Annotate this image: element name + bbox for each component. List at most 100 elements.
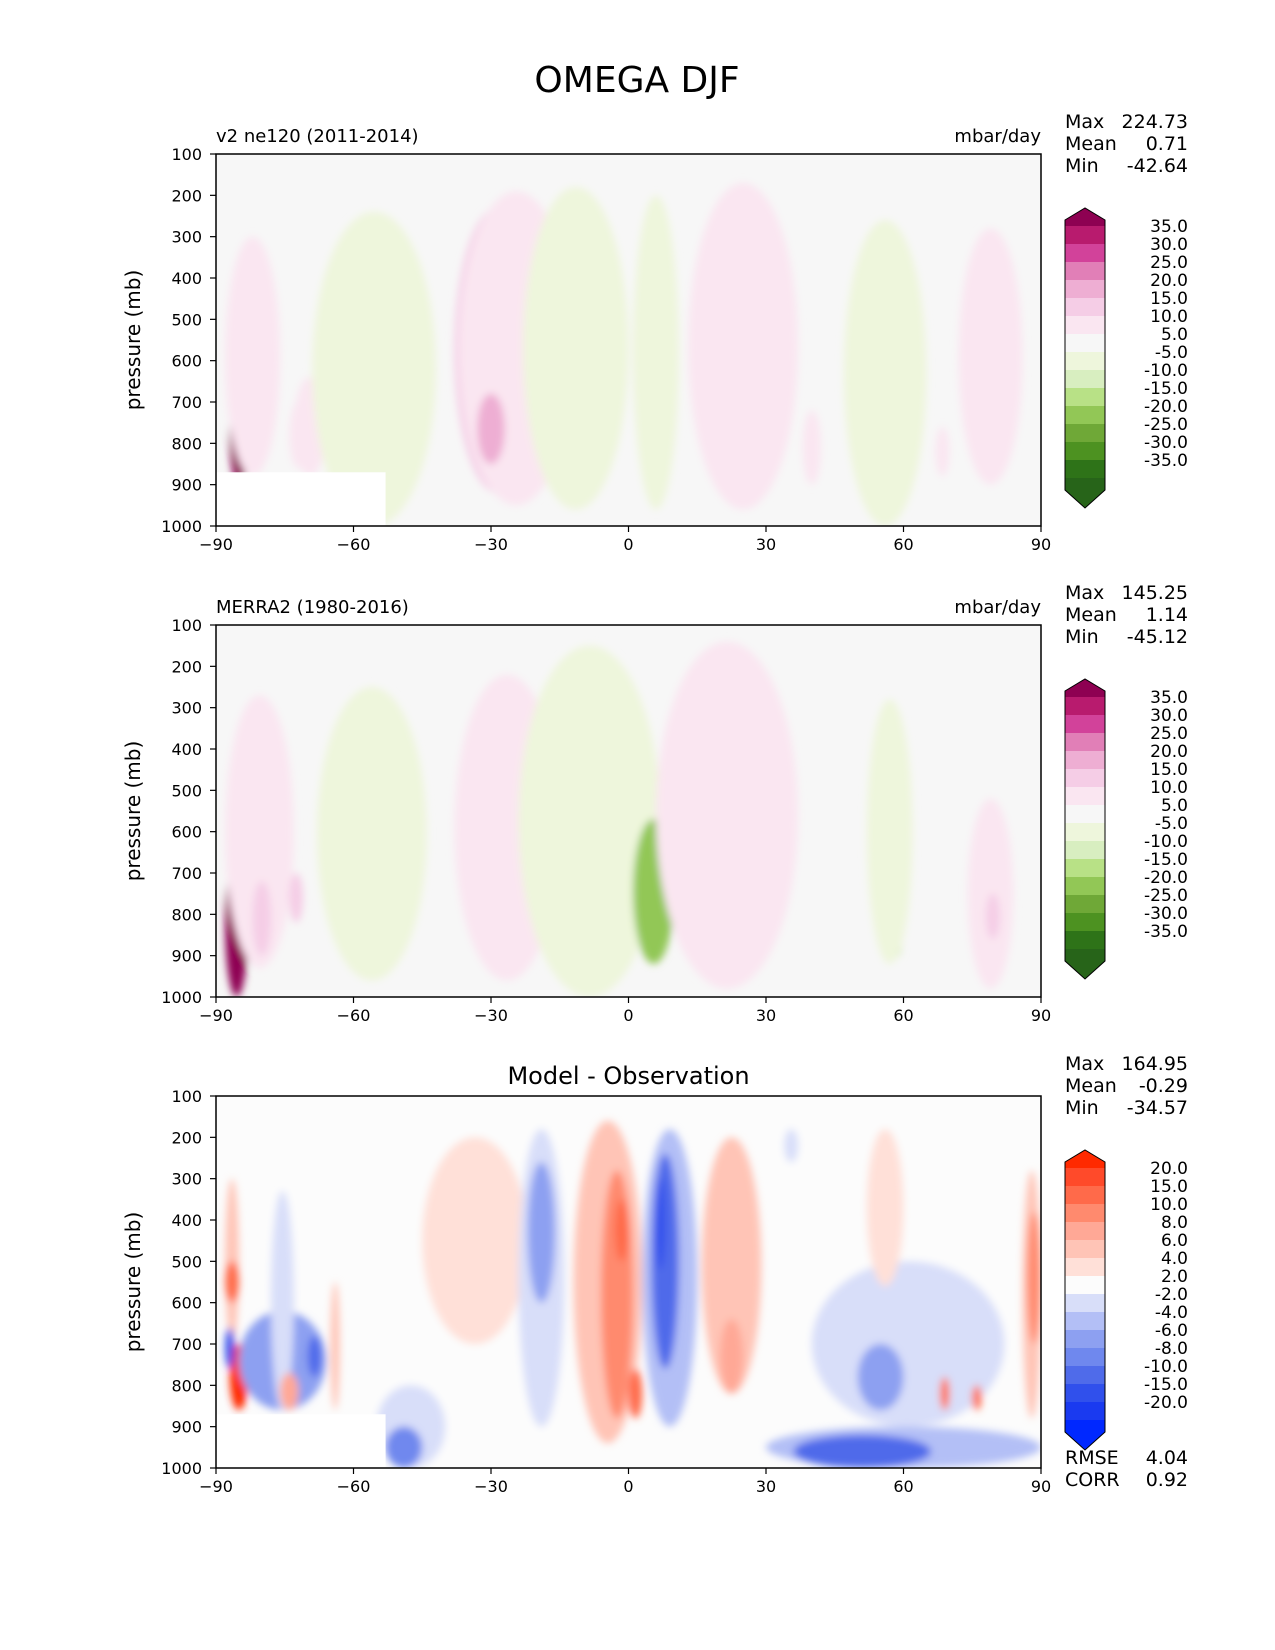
contour-region xyxy=(1027,1211,1041,1344)
x-tick-label: −60 xyxy=(337,1006,371,1025)
x-tick-label: 60 xyxy=(893,535,913,554)
colorbar-label: 25.0 xyxy=(1150,724,1188,744)
colorbar-label: -20.0 xyxy=(1144,1393,1188,1413)
colorbar-label: 10.0 xyxy=(1150,778,1188,798)
colorbar-label: 20.0 xyxy=(1150,742,1188,762)
colorbar-band xyxy=(1065,769,1105,788)
y-tick-label: 200 xyxy=(171,186,202,205)
colorbar-label: 20.0 xyxy=(1150,271,1188,291)
y-tick-label: 100 xyxy=(171,145,202,164)
x-tick-label: −30 xyxy=(474,1006,508,1025)
y-tick-label: 100 xyxy=(171,1087,202,1106)
colorbar-band xyxy=(1065,1330,1105,1349)
y-tick-label: 500 xyxy=(171,310,202,329)
contour-region xyxy=(252,881,271,956)
colorbar-label: 10.0 xyxy=(1150,307,1188,327)
colorbar-label: -6.0 xyxy=(1155,1321,1188,1341)
colorbar-band xyxy=(1065,787,1105,806)
contour-region xyxy=(935,426,950,477)
panel-left-title: MERRA2 (1980-2016) xyxy=(216,597,409,618)
colorbar-band xyxy=(1065,1312,1105,1331)
colorbar-band xyxy=(1065,262,1105,281)
colorbar-band xyxy=(1065,859,1105,878)
x-tick-label: 0 xyxy=(623,1477,633,1496)
colorbar-band xyxy=(1065,352,1105,371)
y-tick-label: 600 xyxy=(171,352,202,371)
colorbar-label: 35.0 xyxy=(1150,688,1188,708)
x-tick-label: −90 xyxy=(199,535,233,554)
colorbar-label: -15.0 xyxy=(1144,850,1188,870)
contour-region xyxy=(518,645,661,997)
stat-label: Min xyxy=(1065,626,1099,648)
contour-region xyxy=(793,1434,931,1468)
contour-region xyxy=(280,1372,299,1411)
colorbar-label: 5.0 xyxy=(1161,325,1188,345)
contour-region xyxy=(628,1368,643,1419)
colorbar-band xyxy=(1065,1366,1105,1385)
colorbar-band xyxy=(1065,226,1105,245)
contour-region xyxy=(527,1162,556,1303)
x-tick-label: −60 xyxy=(337,535,371,554)
colorbar-band xyxy=(1065,1294,1105,1313)
colorbar-label: 2.0 xyxy=(1161,1267,1188,1287)
metric-label: RMSE xyxy=(1065,1447,1119,1469)
colorbar-label: 15.0 xyxy=(1150,760,1188,780)
colorbar-band xyxy=(1065,751,1105,770)
colorbar-extend-bottom xyxy=(1065,478,1105,508)
x-tick-label: −30 xyxy=(474,1477,508,1496)
colorbar-label: -20.0 xyxy=(1144,397,1188,417)
stat-value: 224.73 xyxy=(1122,111,1188,133)
contour-region xyxy=(651,1153,679,1369)
colorbar-label: 30.0 xyxy=(1150,706,1188,726)
colorbar-label: 15.0 xyxy=(1150,289,1188,309)
colorbar-label: 4.0 xyxy=(1161,1249,1188,1269)
colorbar-label: -10.0 xyxy=(1144,1357,1188,1377)
colorbar-outline xyxy=(1064,207,1106,509)
colorbar-band xyxy=(1065,460,1105,479)
colorbar-band xyxy=(1065,1186,1105,1205)
x-tick-label: 0 xyxy=(623,535,633,554)
x-tick-label: 90 xyxy=(1031,535,1051,554)
contour-region xyxy=(940,1377,950,1411)
colorbar-extend-bottom xyxy=(1065,1420,1105,1450)
colorbar-band xyxy=(1065,298,1105,317)
x-tick-label: 90 xyxy=(1031,1477,1051,1496)
colorbar-label: -20.0 xyxy=(1144,868,1188,888)
y-tick-label: 1000 xyxy=(161,988,202,1007)
figure-title: OMEGA DJF xyxy=(534,60,739,101)
y-tick-label: 400 xyxy=(171,1211,202,1230)
colorbar-label: -2.0 xyxy=(1155,1285,1188,1305)
colorbar-band xyxy=(1065,424,1105,443)
y-axis-label: pressure (mb) xyxy=(121,1212,145,1353)
y-tick-label: 500 xyxy=(171,781,202,800)
colorbar-label: 6.0 xyxy=(1161,1231,1188,1251)
masked-region xyxy=(216,472,386,526)
y-tick-label: 1000 xyxy=(161,1459,202,1478)
colorbar-extend-bottom xyxy=(1065,949,1105,979)
colorbar-label: -25.0 xyxy=(1144,886,1188,906)
colorbar-label: -15.0 xyxy=(1144,379,1188,399)
contour-region xyxy=(330,1282,340,1411)
y-tick-label: 100 xyxy=(171,616,202,635)
metric-label: CORR xyxy=(1065,1469,1120,1491)
colorbar-label: -4.0 xyxy=(1155,1303,1188,1323)
colorbar-band xyxy=(1065,1402,1105,1421)
contour-region xyxy=(866,699,913,964)
contour-region xyxy=(701,1137,762,1394)
x-tick-label: −60 xyxy=(337,1477,371,1496)
stat-label: Mean xyxy=(1065,604,1117,626)
x-tick-label: 30 xyxy=(756,1477,776,1496)
y-tick-label: 900 xyxy=(171,947,202,966)
colorbar-label: -15.0 xyxy=(1144,1375,1188,1395)
colorbar-outline xyxy=(1064,678,1106,980)
stat-label: Max xyxy=(1065,1053,1104,1075)
colorbar-band xyxy=(1065,733,1105,752)
y-axis-label: pressure (mb) xyxy=(121,741,145,882)
panel-units: mbar/day xyxy=(954,597,1041,618)
x-tick-label: −90 xyxy=(199,1006,233,1025)
y-tick-label: 700 xyxy=(171,864,202,883)
colorbar-extend-top xyxy=(1065,208,1105,226)
x-tick-label: −90 xyxy=(199,1477,233,1496)
panel-units: mbar/day xyxy=(954,126,1041,147)
colorbar-label: -30.0 xyxy=(1144,433,1188,453)
